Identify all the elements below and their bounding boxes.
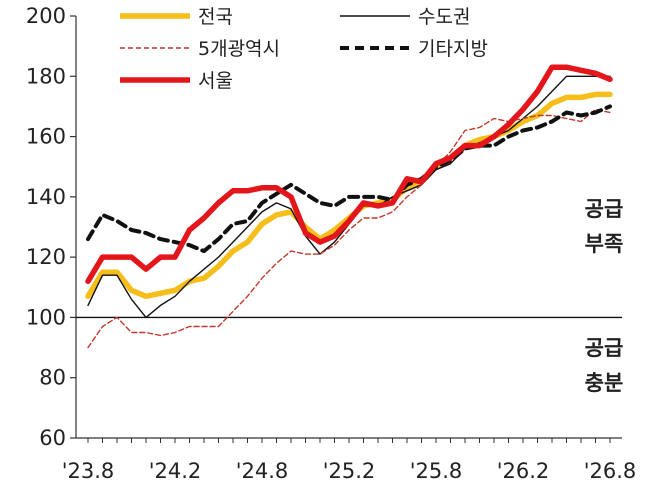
series-line-5 bbox=[85, 64, 613, 285]
annotation-text: 충분 bbox=[585, 371, 624, 395]
legend-label-3: 5개광역시 bbox=[198, 38, 280, 60]
annotation-text: 부족 bbox=[585, 232, 624, 256]
x-tick-label: '26.2 bbox=[497, 459, 550, 483]
legend-label-5: 서울 bbox=[198, 70, 233, 92]
y-tick-label: 80 bbox=[39, 366, 66, 390]
series-line-4 bbox=[86, 104, 612, 254]
y-tick-label: 140 bbox=[26, 185, 66, 209]
x-tick-label: '24.8 bbox=[236, 459, 289, 483]
x-tick-label: '26.8 bbox=[584, 459, 637, 483]
y-tick-label: 160 bbox=[26, 125, 66, 149]
annotation-text: 공급 bbox=[585, 197, 624, 221]
y-tick-label: 60 bbox=[39, 426, 66, 450]
legend-label-2: 수도권 bbox=[418, 6, 470, 28]
legend-label-4: 기타지방 bbox=[418, 38, 488, 60]
y-tick-label: 100 bbox=[26, 305, 66, 329]
series-line-3 bbox=[87, 108, 611, 349]
annotation-text: 공급 bbox=[585, 336, 624, 360]
y-tick-label: 180 bbox=[26, 64, 66, 88]
x-tick-label: '25.8 bbox=[410, 459, 463, 483]
plot-area bbox=[76, 64, 622, 349]
legend-label-1: 전국 bbox=[198, 6, 233, 28]
y-tick-label: 200 bbox=[26, 4, 66, 28]
x-tick-label: '25.2 bbox=[323, 459, 376, 483]
x-tick-label: '24.2 bbox=[149, 459, 202, 483]
y-tick-label: 120 bbox=[26, 245, 66, 269]
x-tick-label: '23.8 bbox=[62, 459, 115, 483]
axes: 60 80 100 120 140 160 180 200 '23.8 '24.2 '24.8 '25… bbox=[26, 4, 636, 483]
